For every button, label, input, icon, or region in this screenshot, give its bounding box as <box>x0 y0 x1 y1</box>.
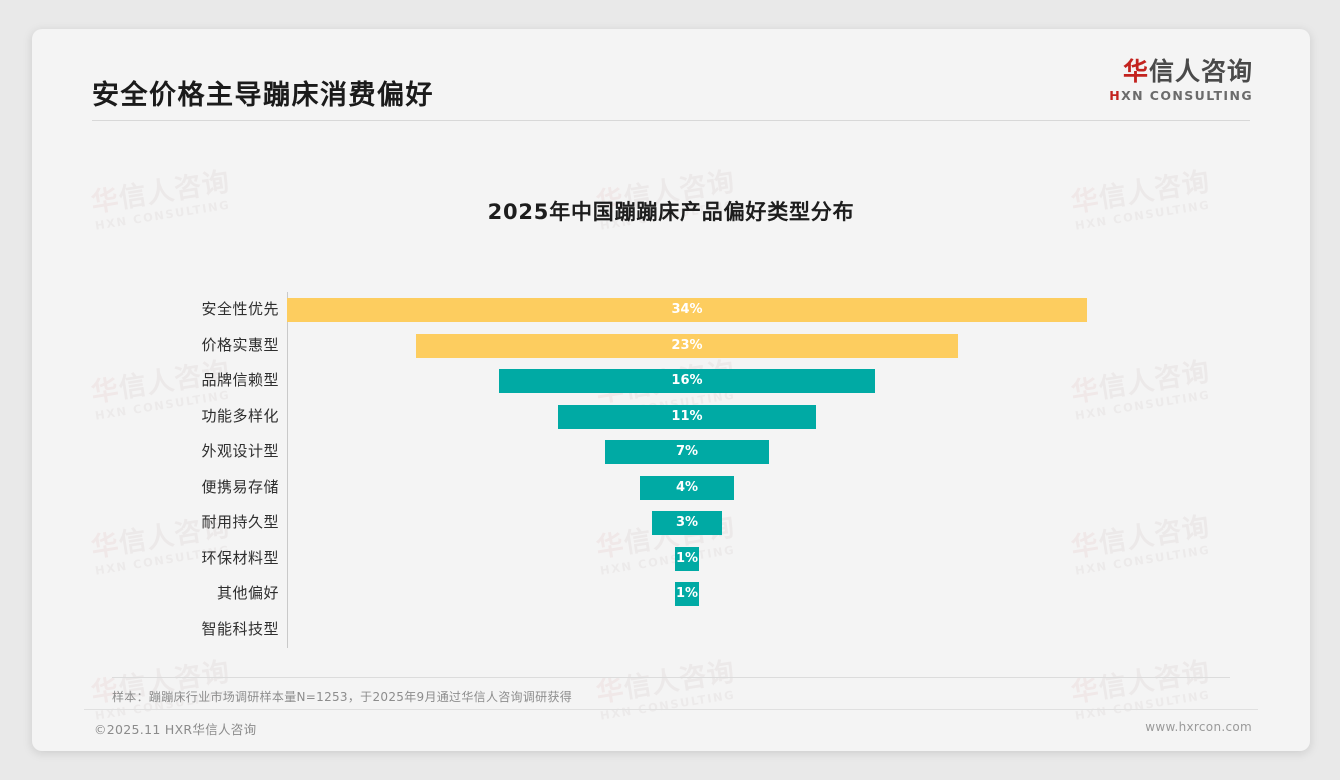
bar-value-label-3: 16% <box>671 373 703 388</box>
category-axis-line <box>287 292 288 648</box>
watermark-english: HXN CONSULTING <box>599 687 737 724</box>
funnel-row: 智能科技型 <box>32 612 1310 648</box>
chart-area: 2025年中国蹦蹦床产品偏好类型分布 安全性优先 34% 价格实惠型 23% 品牌信赖型… <box>32 120 1310 680</box>
page-title: 安全价格主导蹦床消费偏好 <box>92 80 434 111</box>
category-label-10: 智能科技型 <box>201 619 279 638</box>
source-note: 样本：蹦蹦床行业市场调研样本量N=1253，于2025年9月通过华信人咨询调研获… <box>112 690 573 704</box>
funnel-row: 其他偏好 1% <box>32 576 1310 612</box>
watermark-english: HXN CONSULTING <box>1074 687 1212 724</box>
funnel-bar-2[interactable] <box>416 333 958 358</box>
brand-logo-english: HXN CONSULTING <box>1109 88 1253 103</box>
bar-value-label-6: 4% <box>675 479 699 495</box>
funnel-bar-6[interactable] <box>639 475 735 500</box>
category-label-4: 功能多样化 <box>201 406 279 425</box>
funnel-bar-plot: 安全性优先 34% 价格实惠型 23% 品牌信赖型 16% 功能多样化 11% 外观设计型 7% 便… <box>32 292 1310 648</box>
chart-title: 2025年中国蹦蹦床产品偏好类型分布 <box>487 200 855 224</box>
header-divider <box>92 120 1250 121</box>
brand-logo-english-accent: H <box>1109 87 1122 103</box>
category-label-9: 其他偏好 <box>216 584 279 602</box>
funnel-bar-5[interactable] <box>604 440 770 464</box>
funnel-row: 安全性优先 34% <box>32 292 1310 328</box>
funnel-bar-1[interactable] <box>287 298 1087 322</box>
funnel-row: 外观设计型 7% <box>32 434 1310 470</box>
funnel-bar-9[interactable] <box>675 582 699 606</box>
footer-copyright: ©2025.11 HXR华信人咨询 <box>94 722 257 737</box>
funnel-row: 耐用持久型 3% <box>32 505 1310 541</box>
footer-website: www.hxrcon.com <box>1145 720 1252 734</box>
category-label-5: 外观设计型 <box>201 442 279 460</box>
bar-value-label-1: 34% <box>671 302 703 317</box>
category-label-3: 品牌信赖型 <box>201 371 279 389</box>
category-label-1: 安全性优先 <box>201 300 279 318</box>
footer-divider <box>84 709 1258 710</box>
bar-value-label-7: 3% <box>675 515 699 530</box>
funnel-bar-8[interactable] <box>675 546 699 571</box>
funnel-bar-4[interactable] <box>557 404 817 429</box>
slide-card: 华信人咨询 HXN CONSULTING 华信人咨询 HXN CONSULTING 华信… <box>32 29 1310 751</box>
bar-value-label-2: 23% <box>671 337 703 353</box>
bar-value-label-4: 11% <box>671 408 703 424</box>
funnel-row: 品牌信赖型 16% <box>32 363 1310 399</box>
funnel-bar-7[interactable] <box>651 511 723 535</box>
category-label-6: 便携易存储 <box>201 477 279 496</box>
funnel-row: 便携易存储 4% <box>32 470 1310 506</box>
brand-logo-chinese-rest: 信人咨询 <box>1148 57 1253 86</box>
brand-logo-chinese: 华信人咨询 <box>1109 58 1253 86</box>
funnel-row: 功能多样化 11% <box>32 399 1310 435</box>
category-label-7: 耐用持久型 <box>201 513 279 531</box>
brand-logo-chinese-accent: 华 <box>1122 57 1149 86</box>
slide-header: 安全价格主导蹦床消费偏好 华信人咨询 HXN CONSULTING <box>32 29 1310 121</box>
source-divider <box>112 677 1230 678</box>
funnel-row: 环保材料型 1% <box>32 541 1310 577</box>
category-label-2: 价格实惠型 <box>201 335 279 354</box>
bar-value-label-5: 7% <box>675 444 699 459</box>
category-label-8: 环保材料型 <box>201 548 279 567</box>
bar-value-label-8: 1% <box>675 550 699 566</box>
brand-logo: 华信人咨询 HXN CONSULTING <box>1109 58 1253 103</box>
funnel-row: 价格实惠型 23% <box>32 328 1310 364</box>
brand-logo-english-rest: XN CONSULTING <box>1121 87 1253 103</box>
funnel-bar-3[interactable] <box>498 369 876 393</box>
bar-value-label-9: 1% <box>675 586 699 601</box>
